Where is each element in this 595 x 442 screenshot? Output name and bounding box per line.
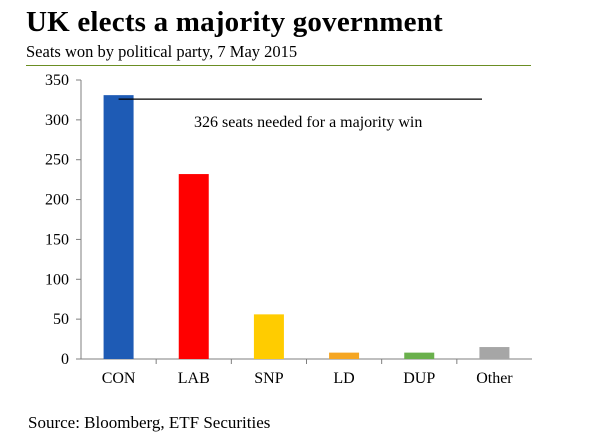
y-tick-label: 350 [45,72,69,89]
title-rule [26,65,531,66]
x-tick-label: DUP [403,370,435,387]
x-axis: CON LAB SNP LD DUP Other [81,358,532,387]
y-tick-label: 50 [53,311,69,328]
y-tick-label: 300 [45,112,69,129]
bar-snp [253,314,284,359]
bar-other [479,347,510,359]
bar-con [103,95,134,359]
source-note: Source: Bloomberg, ETF Securities [28,413,271,432]
x-tick-label: Other [476,370,513,387]
bars [103,95,510,359]
y-tick-label: 0 [61,351,69,368]
bar-ld [329,352,360,359]
x-tick-label: SNP [254,370,283,387]
y-tick-label: 100 [45,271,69,288]
chart-title: UK elects a majority government [26,6,443,38]
y-tick-label: 250 [45,152,69,169]
x-tick-label: LAB [178,370,210,387]
bar-lab [178,174,209,359]
chart-subtitle: Seats won by political party, 7 May 2015 [26,42,298,61]
x-tick-label: LD [333,370,354,387]
y-tick-label: 150 [45,231,69,248]
y-tick-label: 200 [45,192,69,209]
y-axis: 0 50 100 150 200 250 300 350 [45,72,82,368]
x-tick-label: CON [102,370,136,387]
majority-line-label: 326 seats needed for a majority win [194,114,422,131]
majority-reference: 326 seats needed for a majority win [118,98,482,131]
bar-dup [404,352,435,359]
